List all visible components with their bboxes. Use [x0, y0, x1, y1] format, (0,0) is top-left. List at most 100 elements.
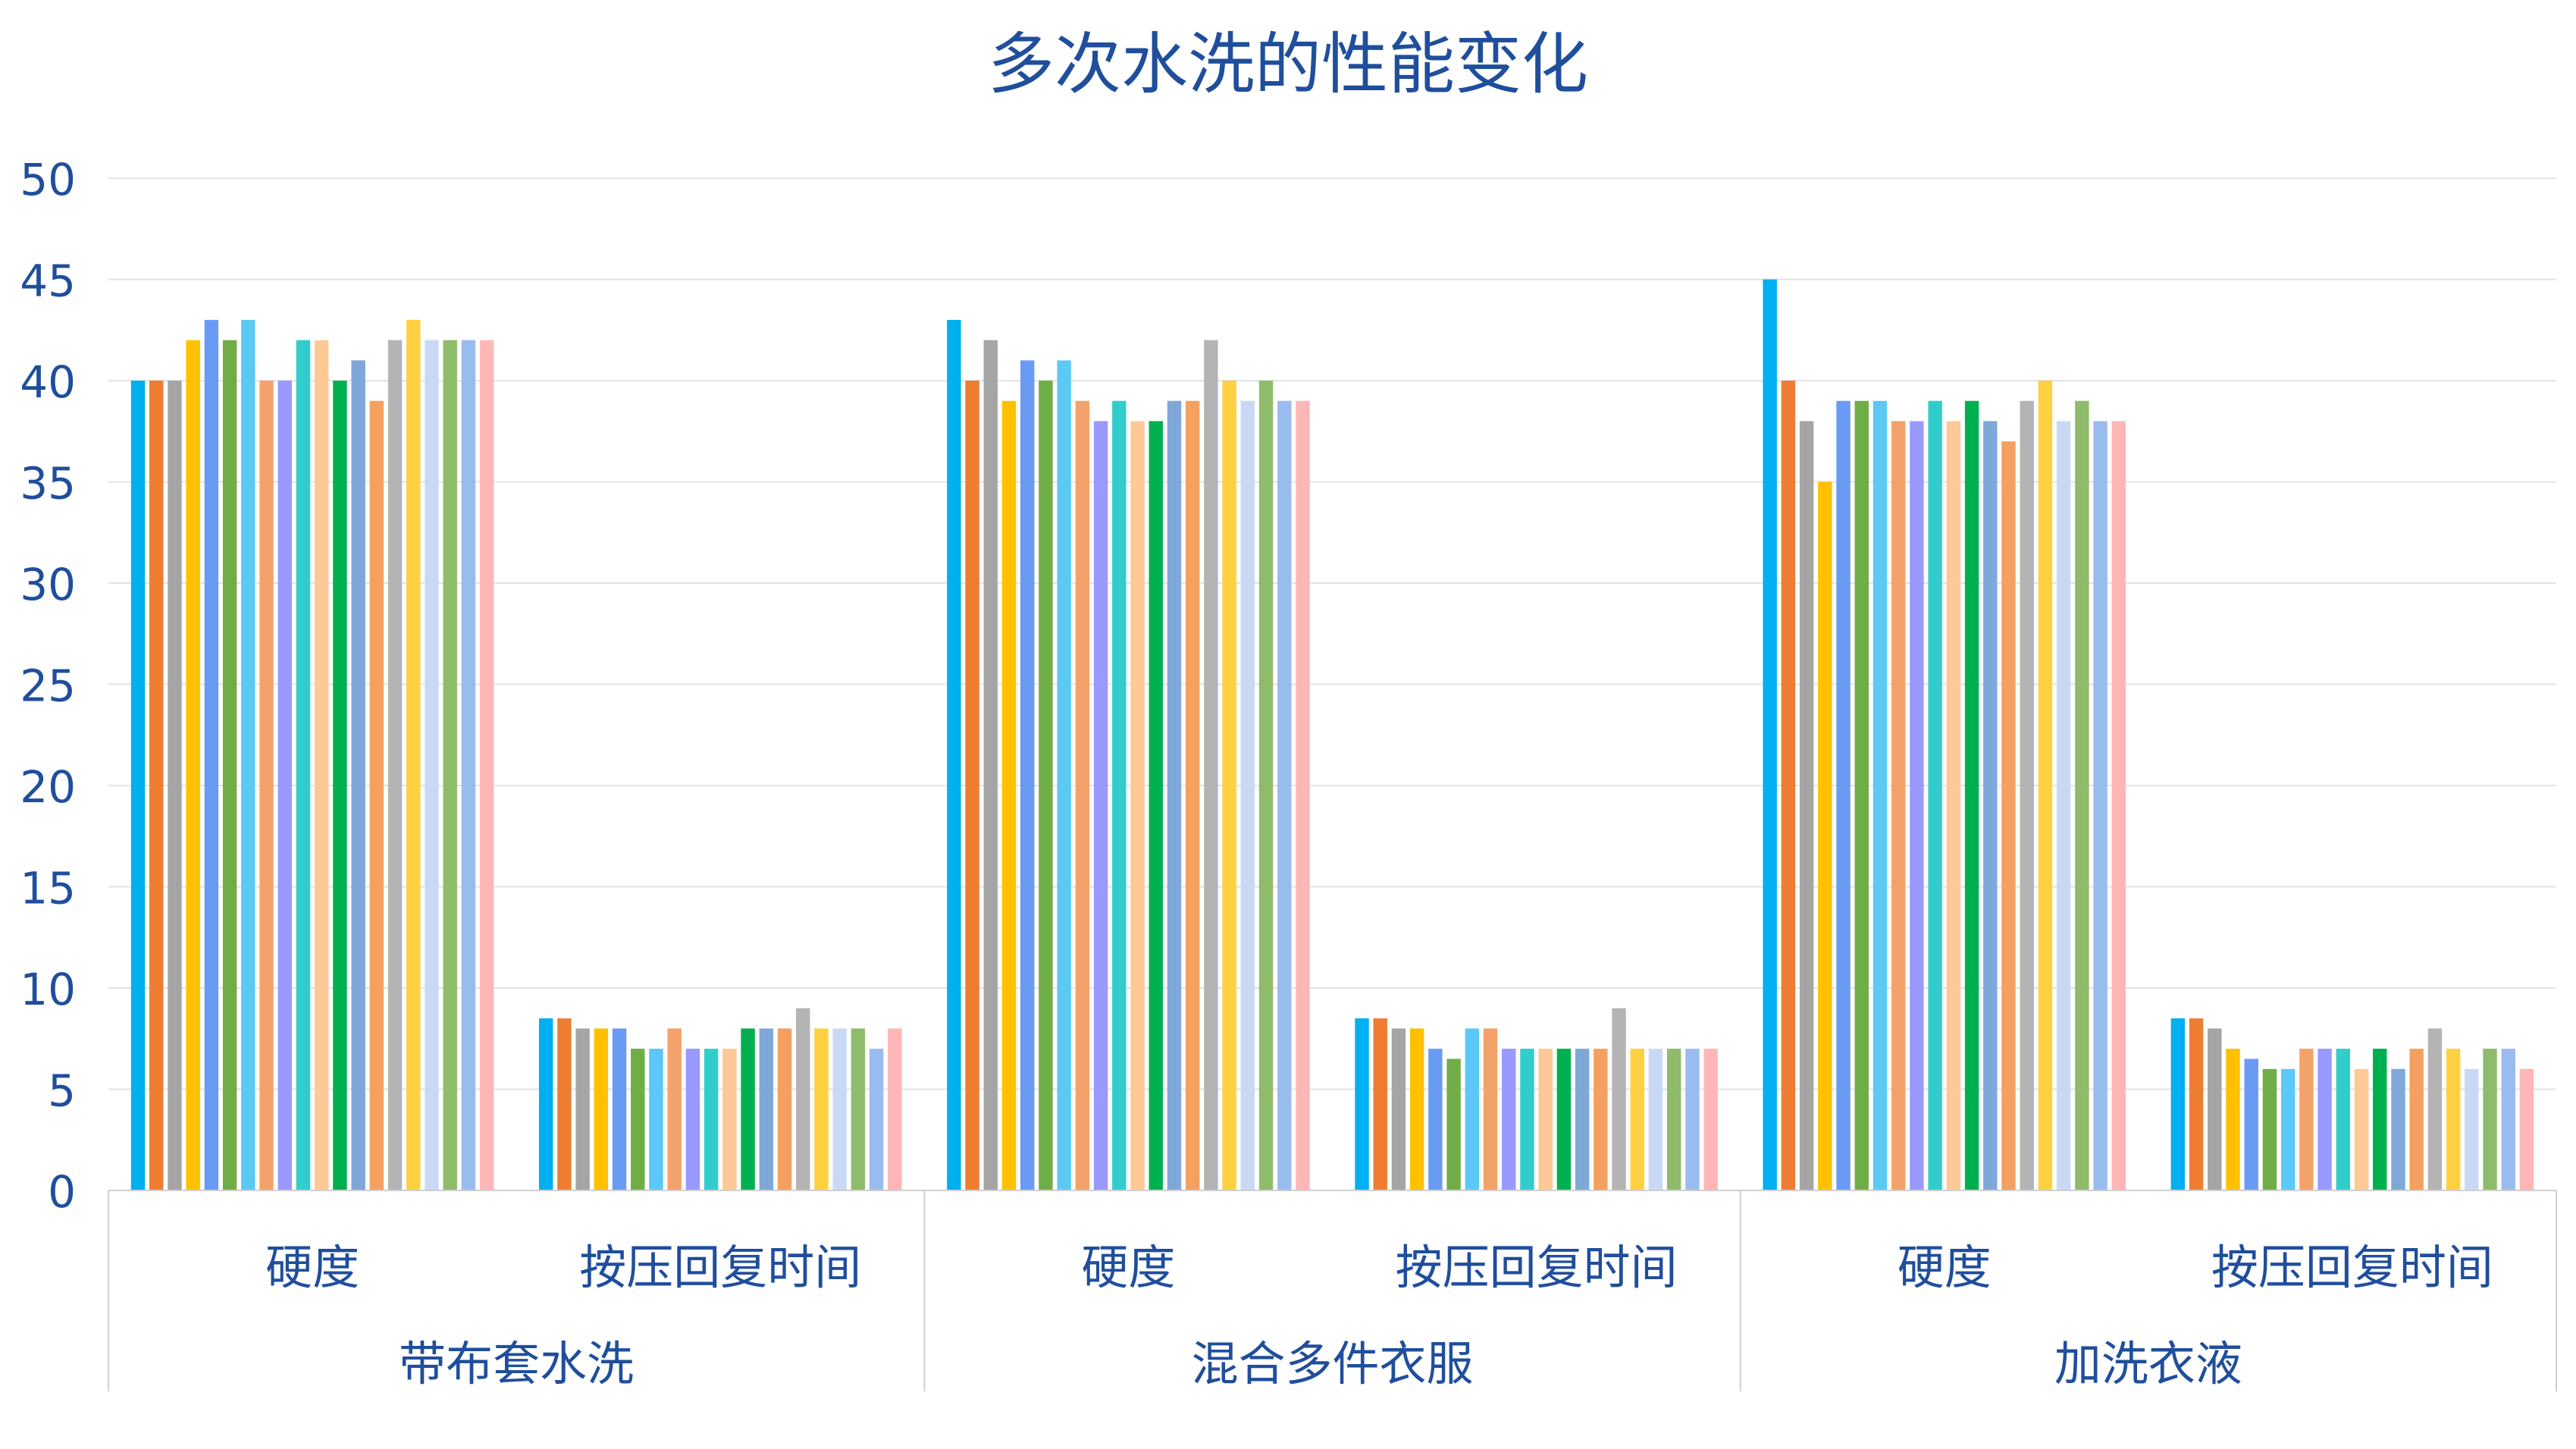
bars — [130, 279, 2534, 1191]
x-group-label: 混合多件衣服 — [1191, 1336, 1473, 1391]
y-tick-label: 25 — [20, 660, 76, 712]
x-subcategory-label: 按压回复时间 — [1396, 1240, 1678, 1295]
bar — [1910, 421, 1924, 1190]
y-tick-label: 10 — [20, 964, 76, 1015]
bar — [983, 340, 998, 1191]
x-subcategory-label: 硬度 — [1898, 1240, 1992, 1295]
bar — [2446, 1049, 2461, 1190]
bar — [2409, 1049, 2424, 1190]
bar — [1409, 1028, 1424, 1190]
y-tick-label: 5 — [48, 1065, 76, 1117]
bar — [296, 340, 311, 1191]
y-tick-label: 40 — [20, 356, 76, 408]
bar — [2226, 1049, 2240, 1190]
bar — [1039, 381, 1053, 1190]
bar — [1465, 1028, 1480, 1190]
x-group-label: 加洗衣液 — [2054, 1336, 2242, 1391]
bar — [1093, 421, 1108, 1190]
bar — [2075, 400, 2089, 1191]
gridlines — [108, 177, 2556, 1090]
bar — [777, 1028, 792, 1190]
bar — [1799, 421, 1814, 1190]
bar — [1983, 421, 1998, 1190]
chart-title: 多次水洗的性能变化 — [988, 25, 1588, 103]
bar — [1648, 1049, 1663, 1190]
bar — [612, 1028, 627, 1190]
x-subcategory-label: 按压回复时间 — [579, 1240, 861, 1295]
bar — [1928, 400, 1942, 1191]
bar — [1204, 340, 1218, 1191]
bar — [1854, 400, 1869, 1191]
bar — [2208, 1028, 2222, 1190]
bar — [406, 319, 421, 1190]
bar — [333, 381, 347, 1190]
bar — [667, 1028, 682, 1190]
bar — [2189, 1018, 2204, 1190]
bar — [1556, 1049, 1572, 1190]
bar — [1891, 421, 1906, 1190]
bar — [277, 381, 292, 1190]
x-subcategory-label: 硬度 — [265, 1240, 359, 1295]
bar — [2111, 421, 2126, 1190]
bar — [1167, 400, 1182, 1191]
bar — [2336, 1049, 2351, 1190]
bar — [1130, 421, 1145, 1190]
bar — [2373, 1049, 2387, 1190]
y-tick-label: 15 — [20, 863, 76, 914]
bar — [1296, 400, 1310, 1191]
bar — [1964, 400, 1979, 1191]
bar — [443, 340, 457, 1191]
bar — [947, 319, 961, 1190]
bar — [2001, 441, 2016, 1190]
bar — [631, 1049, 645, 1190]
bar — [369, 400, 384, 1191]
bar — [1946, 421, 1961, 1190]
bar — [222, 340, 237, 1191]
bar — [1594, 1049, 1608, 1190]
bar — [241, 319, 255, 1190]
bar — [1667, 1049, 1681, 1190]
y-tick-label: 50 — [20, 154, 76, 205]
bar — [2501, 1049, 2515, 1190]
bar — [1483, 1028, 1498, 1190]
bar — [1373, 1018, 1387, 1190]
x-group-label: 带布套水洗 — [399, 1336, 634, 1391]
bar — [1836, 400, 1851, 1191]
bar — [704, 1049, 719, 1190]
bar — [1538, 1049, 1553, 1190]
bar — [1149, 421, 1163, 1190]
bar — [1446, 1059, 1461, 1190]
bar — [314, 340, 329, 1191]
bar — [557, 1018, 572, 1190]
bar — [2391, 1068, 2405, 1190]
bar — [869, 1049, 884, 1190]
bar — [168, 381, 182, 1190]
bar — [259, 381, 274, 1190]
bar — [888, 1028, 902, 1190]
bar — [2093, 421, 2107, 1190]
bar — [1575, 1049, 1590, 1190]
bar — [2427, 1028, 2443, 1190]
bar — [1818, 481, 1832, 1190]
bar — [2020, 400, 2034, 1191]
x-subcategory-label: 硬度 — [1081, 1240, 1175, 1295]
bar — [649, 1049, 663, 1190]
bar — [1277, 400, 1292, 1191]
bar — [1057, 360, 1071, 1190]
bar — [1112, 400, 1127, 1191]
bar — [2465, 1068, 2479, 1190]
bar — [2038, 381, 2053, 1190]
bar — [814, 1028, 829, 1190]
bar — [1630, 1049, 1644, 1190]
bar — [1355, 1018, 1369, 1190]
bar — [851, 1028, 866, 1190]
bar — [1612, 1008, 1626, 1190]
bar — [2262, 1068, 2277, 1190]
bar — [186, 340, 200, 1191]
bar — [2244, 1059, 2258, 1190]
bar — [1075, 400, 1090, 1191]
bar — [1520, 1049, 1534, 1190]
